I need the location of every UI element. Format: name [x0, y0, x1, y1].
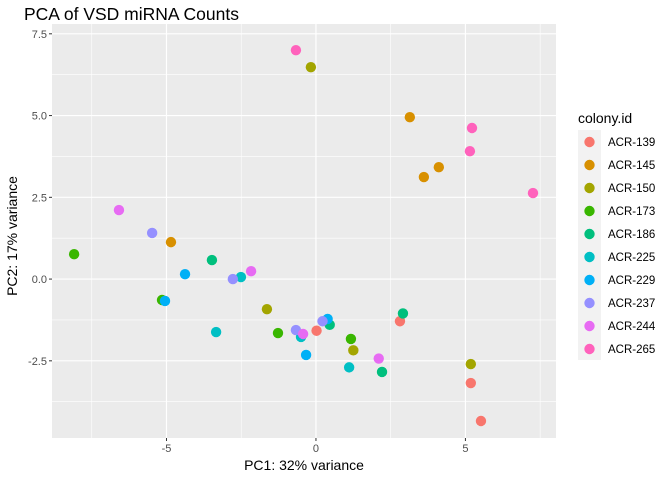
- legend-key-acr-186: [584, 228, 595, 240]
- legend-label: ACR-229: [608, 275, 655, 287]
- data-point-acr-145: [165, 236, 177, 248]
- data-point-acr-225: [210, 326, 222, 338]
- data-point-acr-145: [433, 162, 445, 173]
- data-point-acr-173: [68, 249, 80, 260]
- data-point-acr-237: [146, 227, 158, 239]
- data-point-acr-186: [206, 254, 218, 266]
- y-axis-label: PC2: 17% variance: [4, 176, 20, 296]
- legend-key-background: [578, 130, 601, 360]
- y-tick-label: 5.0: [32, 111, 47, 123]
- legend-key-acr-145: [584, 159, 595, 171]
- legend-title: colony.id: [578, 110, 632, 126]
- legend-key-acr-229: [584, 274, 595, 286]
- data-point-acr-225: [343, 362, 355, 373]
- y-tick-label: -2.5: [28, 356, 47, 368]
- legend-key-acr-244: [584, 320, 595, 332]
- legend-key-acr-150: [584, 182, 595, 194]
- legend-key-acr-173: [584, 205, 595, 217]
- data-point-acr-244: [113, 204, 125, 216]
- legend-label: ACR-150: [608, 183, 655, 195]
- data-point-acr-145: [404, 111, 416, 123]
- y-tick-label: 0.0: [32, 274, 47, 286]
- y-tick-label: 2.5: [32, 192, 47, 204]
- data-point-acr-173: [272, 327, 284, 339]
- data-point-acr-150: [465, 358, 477, 370]
- data-point-acr-265: [527, 187, 539, 199]
- legend-key-acr-139: [584, 136, 595, 148]
- legend-label: ACR-237: [608, 298, 655, 310]
- data-point-acr-265: [466, 122, 478, 134]
- data-point-acr-139: [394, 316, 406, 327]
- data-point-acr-237: [227, 273, 239, 285]
- data-point-acr-139: [465, 377, 477, 389]
- y-tick-label: 7.5: [32, 29, 47, 41]
- data-point-acr-229: [159, 295, 171, 307]
- axis-ticks: -5 0 5 -2.5 0.0 2.5 5.0 7.5: [28, 29, 468, 455]
- data-point-acr-229: [179, 268, 191, 280]
- data-point-acr-229: [300, 349, 312, 361]
- data-point-acr-265: [464, 146, 476, 157]
- legend: ACR-139 ACR-145 ACR-150 ACR-173 ACR-186 ACR-2…: [578, 130, 656, 360]
- x-tick-label: -5: [162, 443, 172, 455]
- legend-label: ACR-244: [608, 321, 656, 333]
- data-point-acr-139: [475, 415, 487, 427]
- x-axis-label: PC1: 32% variance: [244, 457, 364, 473]
- x-tick-label: 0: [313, 443, 319, 455]
- legend-key-acr-225: [584, 251, 595, 263]
- data-point-acr-244: [245, 266, 257, 277]
- data-point-acr-225: [235, 271, 247, 283]
- x-tick-label: 5: [462, 443, 468, 455]
- data-points: [68, 44, 539, 427]
- legend-label: ACR-265: [608, 344, 655, 356]
- data-point-acr-186: [376, 366, 388, 378]
- data-point-acr-145: [418, 171, 430, 183]
- data-point-acr-244: [373, 353, 384, 364]
- data-point-acr-139: [311, 325, 322, 336]
- data-point-acr-150: [348, 345, 359, 356]
- data-point-acr-186: [397, 308, 409, 319]
- legend-label: ACR-139: [608, 137, 655, 149]
- chart-title: PCA of VSD miRNA Counts: [24, 4, 239, 24]
- data-point-acr-150: [261, 303, 273, 315]
- legend-label: ACR-186: [608, 229, 655, 241]
- legend-key-acr-265: [584, 343, 595, 355]
- data-point-acr-237: [317, 316, 328, 327]
- legend-key-acr-237: [584, 297, 595, 309]
- data-point-acr-173: [345, 333, 357, 345]
- data-point-acr-244: [297, 328, 309, 340]
- legend-label: ACR-145: [608, 160, 655, 172]
- plot-panel: [52, 24, 556, 438]
- data-point-acr-265: [290, 44, 302, 56]
- data-point-acr-150: [305, 61, 317, 73]
- legend-label: ACR-225: [608, 252, 655, 264]
- legend-label: ACR-173: [608, 206, 655, 218]
